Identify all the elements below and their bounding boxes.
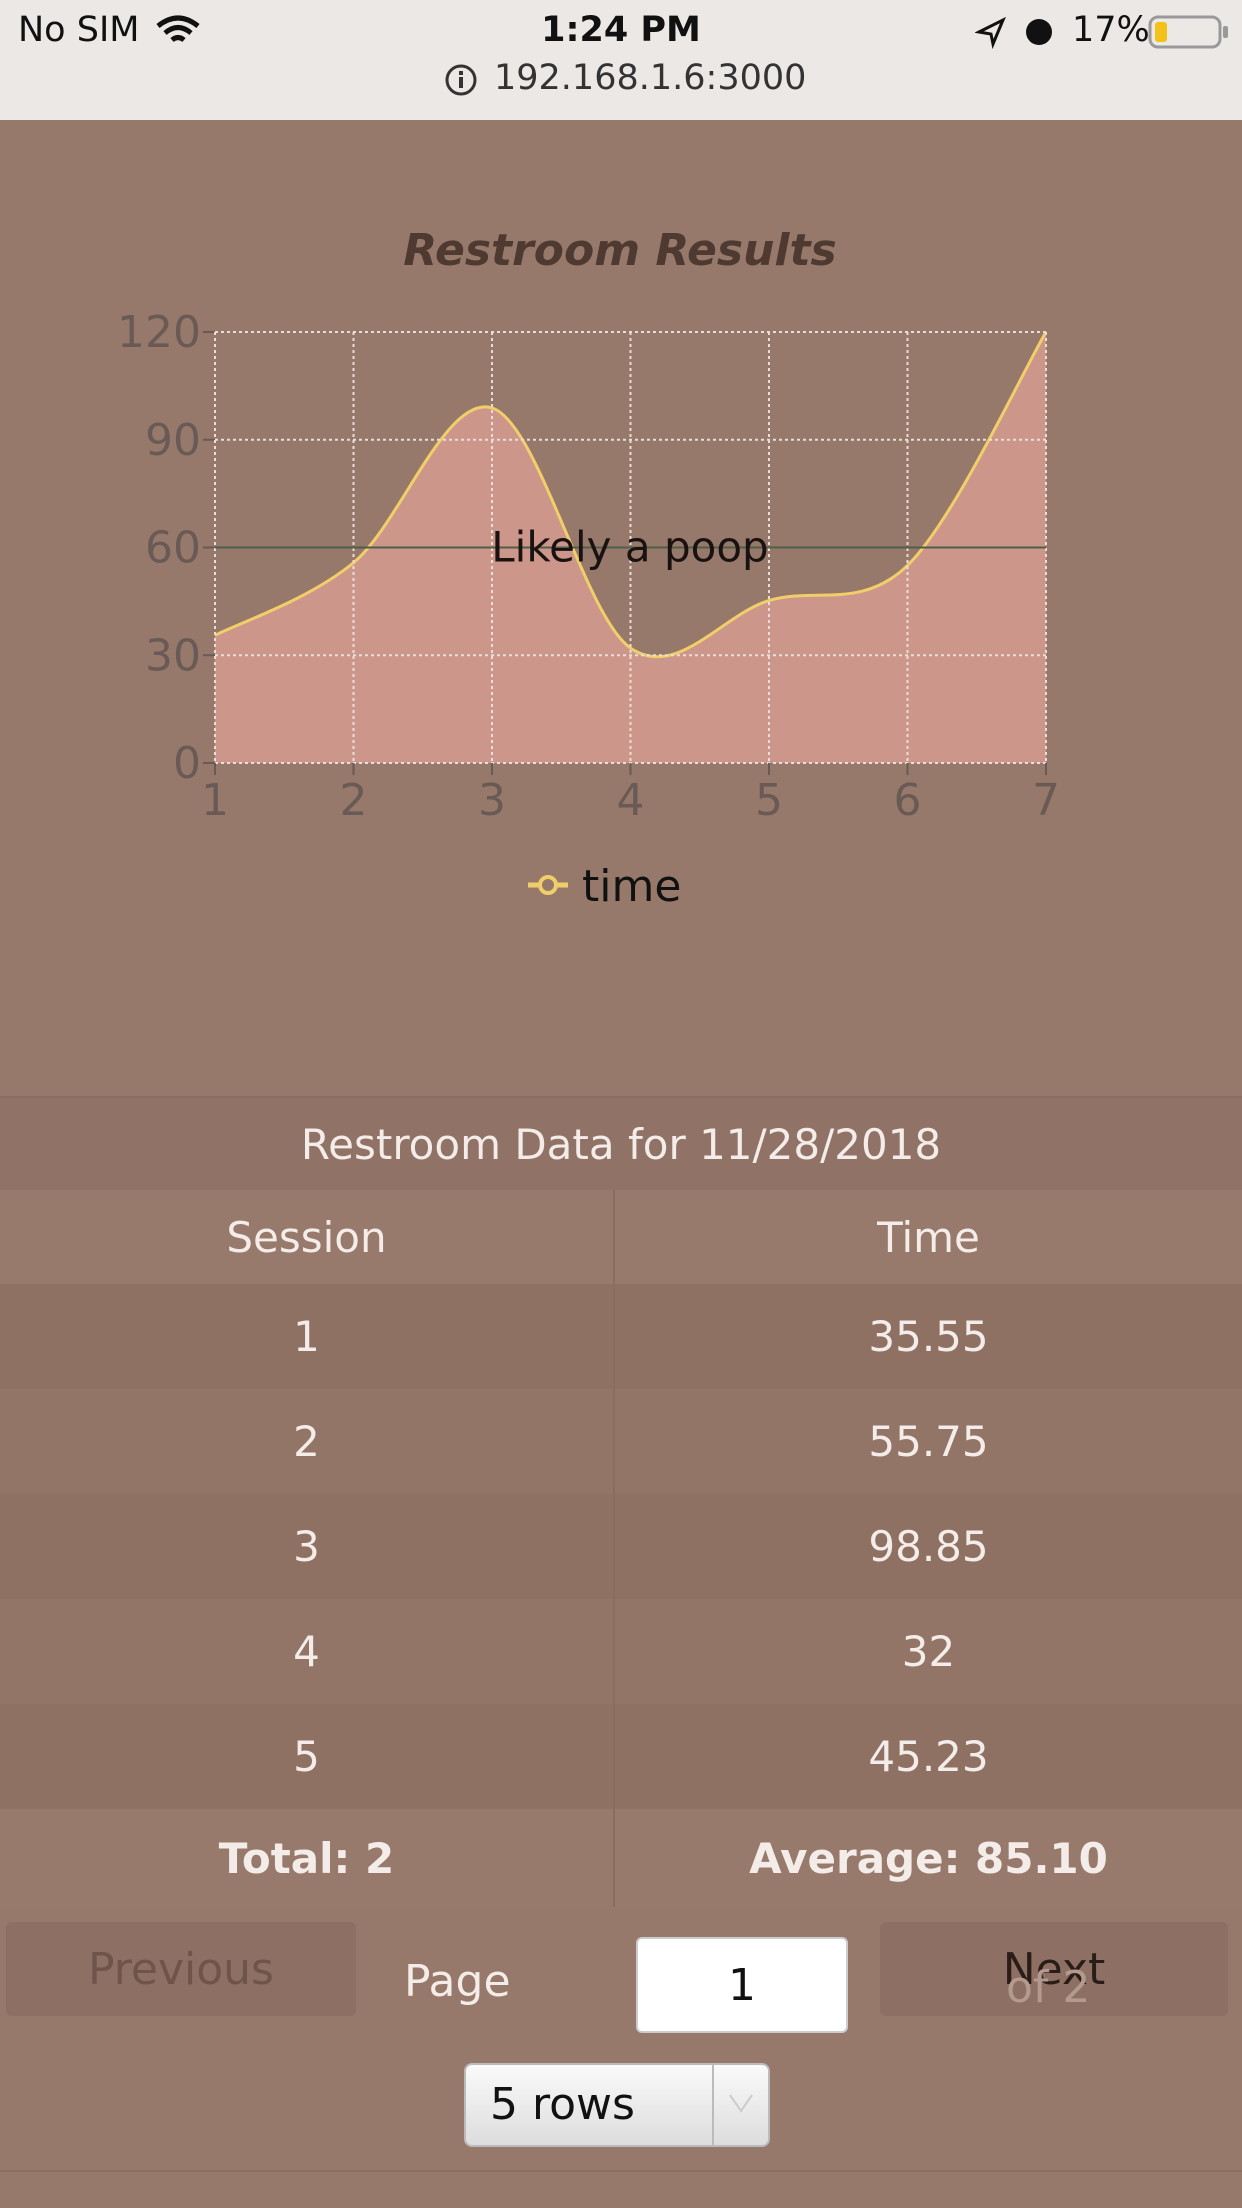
battery-icon bbox=[1148, 15, 1228, 49]
divider bbox=[0, 2170, 1242, 2172]
table-caption: Restroom Data for 11/28/2018 bbox=[0, 1098, 1242, 1190]
select-divider bbox=[712, 2065, 714, 2145]
chart: Restroom Results time 0 30 60 90 120 1 2 3 4 5 6 7 Lik… bbox=[117, 225, 1060, 912]
y-tick-label: 0 bbox=[173, 738, 201, 789]
column-header: Session bbox=[0, 1190, 615, 1284]
x-tick-label: 3 bbox=[478, 775, 506, 826]
clock: 1:24 PM bbox=[541, 10, 701, 50]
x-tick-label: 1 bbox=[201, 775, 229, 826]
y-tick-label: 120 bbox=[117, 307, 201, 358]
rows-select-label: 5 rows bbox=[490, 2079, 635, 2130]
url[interactable]: 192.168.1.6:3000 bbox=[494, 58, 807, 98]
table-cell: 4 bbox=[0, 1599, 615, 1704]
wifi-icon bbox=[156, 15, 200, 43]
table-footer: Total: 2 bbox=[0, 1809, 615, 1907]
chart-title: Restroom Results bbox=[403, 225, 836, 276]
x-tick-label: 7 bbox=[1032, 775, 1060, 826]
y-tick-label: 30 bbox=[145, 630, 201, 681]
x-tick-label: 5 bbox=[755, 775, 783, 826]
battery-level: 17% bbox=[1072, 10, 1150, 50]
divider bbox=[0, 1096, 1242, 1098]
table-cell: 35.55 bbox=[615, 1284, 1242, 1389]
table-cell: 1 bbox=[0, 1284, 615, 1389]
status-bar: No SIM 1:24 PM 17% 192.168.1.6:3000 bbox=[0, 0, 1242, 120]
y-tick-label: 60 bbox=[145, 523, 201, 574]
legend-marker bbox=[538, 875, 558, 895]
table-cell: 45.23 bbox=[615, 1704, 1242, 1809]
table-cell: 5 bbox=[0, 1704, 615, 1809]
column-header: Time bbox=[615, 1190, 1242, 1284]
line bbox=[214, 331, 1048, 659]
x-tick-label: 6 bbox=[894, 775, 922, 826]
table-cell: 32 bbox=[615, 1599, 1242, 1704]
page-input[interactable]: 1 bbox=[636, 1937, 848, 2033]
rows-select[interactable]: 5 rows bbox=[464, 2063, 770, 2147]
page-count: of 2 bbox=[1006, 1962, 1091, 2013]
status-icons bbox=[975, 16, 1052, 50]
annotation-label: Likely a poop bbox=[491, 523, 768, 572]
select-arrow bbox=[729, 2094, 753, 2113]
x-tick-label: 2 bbox=[340, 775, 368, 826]
table-cell: 98.85 bbox=[615, 1494, 1242, 1599]
table-footer: Average: 85.10 bbox=[615, 1809, 1242, 1907]
table-cell: 55.75 bbox=[615, 1389, 1242, 1494]
carrier: No SIM bbox=[18, 10, 140, 50]
table-cell: 2 bbox=[0, 1389, 615, 1494]
area bbox=[215, 332, 1046, 763]
table-cell: 3 bbox=[0, 1494, 615, 1599]
page-label: Page bbox=[404, 1956, 511, 2007]
previous-button[interactable]: Previous bbox=[6, 1922, 356, 2016]
next-button[interactable]: Next bbox=[880, 1922, 1228, 2016]
info-icon bbox=[445, 64, 477, 96]
y-tick-label: 90 bbox=[145, 415, 201, 466]
x-tick-label: 4 bbox=[617, 775, 645, 826]
legend-label: time bbox=[582, 861, 681, 912]
